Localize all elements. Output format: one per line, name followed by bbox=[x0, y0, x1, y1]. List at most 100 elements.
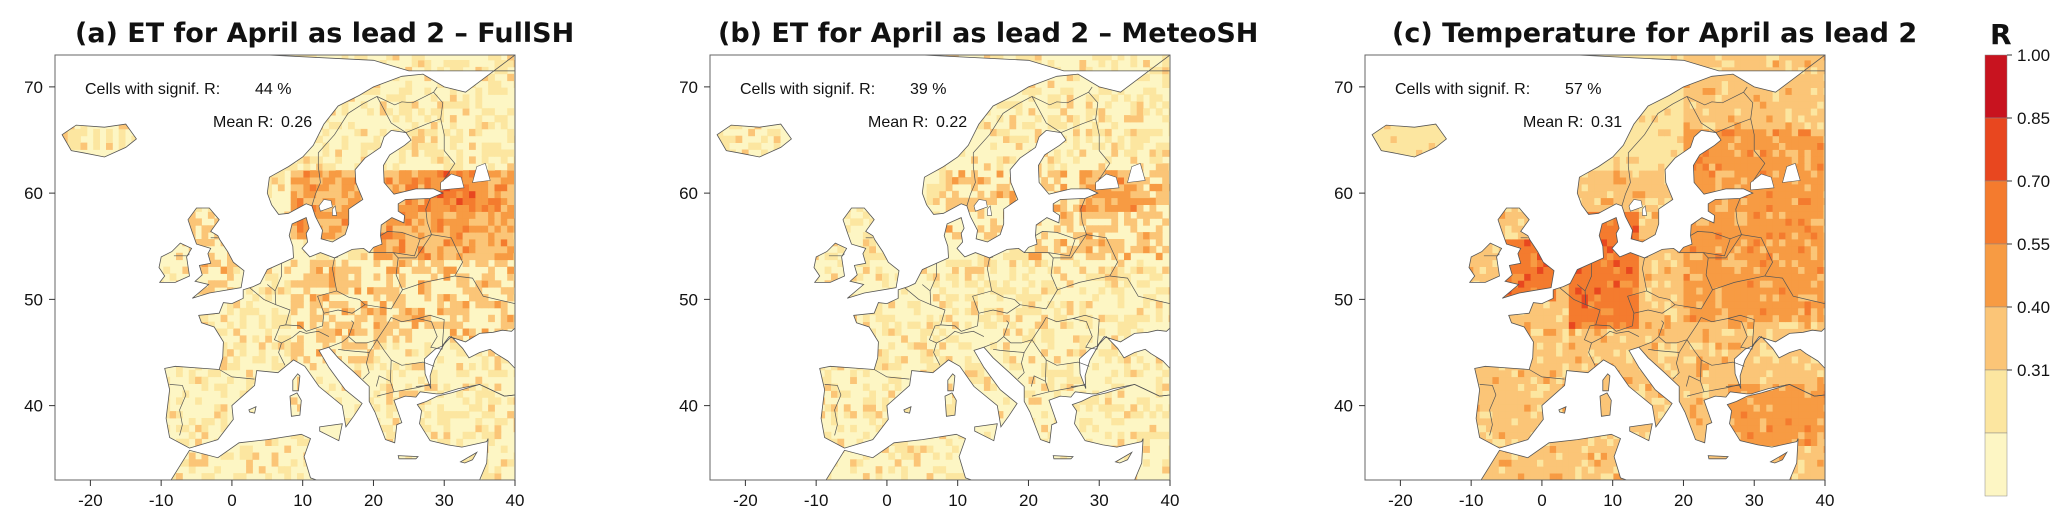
grid-cell bbox=[984, 260, 991, 267]
grid-cell bbox=[418, 129, 425, 136]
grid-cell bbox=[888, 342, 895, 349]
grid-cell bbox=[316, 315, 323, 322]
grid-cell bbox=[342, 170, 349, 177]
grid-cell bbox=[1143, 212, 1150, 219]
grid-cell bbox=[431, 246, 438, 253]
grid-cell bbox=[456, 363, 463, 370]
grid-cell bbox=[488, 198, 495, 205]
grid-cell bbox=[984, 163, 991, 170]
grid-cell bbox=[1079, 287, 1086, 294]
grid-cell bbox=[380, 329, 387, 336]
grid-cell bbox=[723, 136, 730, 143]
grid-cell bbox=[914, 308, 921, 315]
grid-cell bbox=[1562, 473, 1569, 480]
grid-cell bbox=[850, 218, 857, 225]
grid-cell bbox=[1499, 404, 1506, 411]
grid-cell bbox=[1143, 108, 1150, 115]
grid-cell bbox=[456, 191, 463, 198]
grid-cell bbox=[1588, 466, 1595, 473]
grid-cell bbox=[437, 418, 444, 425]
grid-cell bbox=[1811, 459, 1818, 466]
grid-cell bbox=[1086, 177, 1093, 184]
grid-cell bbox=[495, 363, 502, 370]
grid-cell bbox=[469, 239, 476, 246]
grid-cell bbox=[1003, 356, 1010, 363]
grid-cell bbox=[323, 232, 330, 239]
grid-cell bbox=[1009, 115, 1016, 122]
grid-cell bbox=[1022, 122, 1029, 129]
grid-cell bbox=[106, 136, 113, 143]
grid-cell bbox=[488, 273, 495, 280]
grid-cell bbox=[1524, 459, 1531, 466]
grid-cell bbox=[405, 329, 412, 336]
grid-cell bbox=[507, 212, 514, 219]
grid-cell bbox=[405, 335, 412, 342]
grid-cell bbox=[1105, 136, 1112, 143]
grid-cell bbox=[106, 129, 113, 136]
grid-cell bbox=[1009, 260, 1016, 267]
grid-cell bbox=[182, 425, 189, 432]
grid-cell bbox=[1035, 115, 1042, 122]
lat-tick-label: 50 bbox=[24, 290, 43, 309]
grid-cell bbox=[1575, 446, 1582, 453]
grid-cell bbox=[507, 170, 514, 177]
grid-cell bbox=[1143, 404, 1150, 411]
grid-cell bbox=[1124, 218, 1131, 225]
grid-cell bbox=[475, 198, 482, 205]
grid-cell bbox=[418, 377, 425, 384]
grid-cell bbox=[291, 308, 298, 315]
grid-cell bbox=[1124, 253, 1131, 260]
grid-cell bbox=[444, 60, 451, 67]
grid-cell bbox=[965, 273, 972, 280]
grid-cell bbox=[488, 280, 495, 287]
grid-cell bbox=[501, 191, 508, 198]
grid-cell bbox=[1130, 370, 1137, 377]
grid-cell bbox=[1035, 308, 1042, 315]
grid-cell bbox=[1111, 198, 1118, 205]
grid-cell bbox=[393, 170, 400, 177]
grid-cell bbox=[1137, 315, 1144, 322]
grid-cell bbox=[412, 212, 419, 219]
grid-cell bbox=[869, 418, 876, 425]
grid-cell bbox=[1601, 439, 1608, 446]
grid-cell bbox=[1009, 287, 1016, 294]
grid-cell bbox=[475, 253, 482, 260]
grid-cell bbox=[1150, 432, 1157, 439]
grid-cell bbox=[202, 377, 209, 384]
grid-cell bbox=[946, 301, 953, 308]
grid-cell bbox=[1099, 115, 1106, 122]
grid-cell bbox=[863, 384, 870, 391]
grid-cell bbox=[997, 184, 1004, 191]
grid-cell bbox=[1505, 404, 1512, 411]
grid-cell bbox=[1817, 453, 1824, 460]
grid-cell bbox=[1137, 108, 1144, 115]
grid-cell bbox=[291, 459, 298, 466]
grid-cell bbox=[507, 315, 514, 322]
grid-cell bbox=[1111, 225, 1118, 232]
grid-cell bbox=[952, 273, 959, 280]
grid-cell bbox=[1156, 315, 1163, 322]
grid-cell bbox=[1099, 253, 1106, 260]
grid-cell bbox=[952, 294, 959, 301]
grid-cell bbox=[1099, 88, 1106, 95]
grid-cell bbox=[418, 267, 425, 274]
grid-cell bbox=[475, 280, 482, 287]
grid-cell bbox=[310, 280, 317, 287]
grid-cell bbox=[475, 246, 482, 253]
grid-cell bbox=[1556, 446, 1563, 453]
grid-cell bbox=[1569, 459, 1576, 466]
grid-cell bbox=[335, 156, 342, 163]
grid-cell bbox=[456, 391, 463, 398]
grid-cell bbox=[952, 473, 959, 480]
grid-cell bbox=[310, 301, 317, 308]
grid-cell bbox=[997, 191, 1004, 198]
grid-cell bbox=[380, 308, 387, 315]
grid-cell bbox=[1601, 459, 1608, 466]
grid-cell bbox=[1156, 163, 1163, 170]
grid-cell bbox=[431, 260, 438, 267]
grid-cell bbox=[1137, 239, 1144, 246]
grid-cell bbox=[1811, 473, 1818, 480]
grid-cell bbox=[348, 253, 355, 260]
grid-cell bbox=[1105, 205, 1112, 212]
grid-cell bbox=[1518, 404, 1525, 411]
